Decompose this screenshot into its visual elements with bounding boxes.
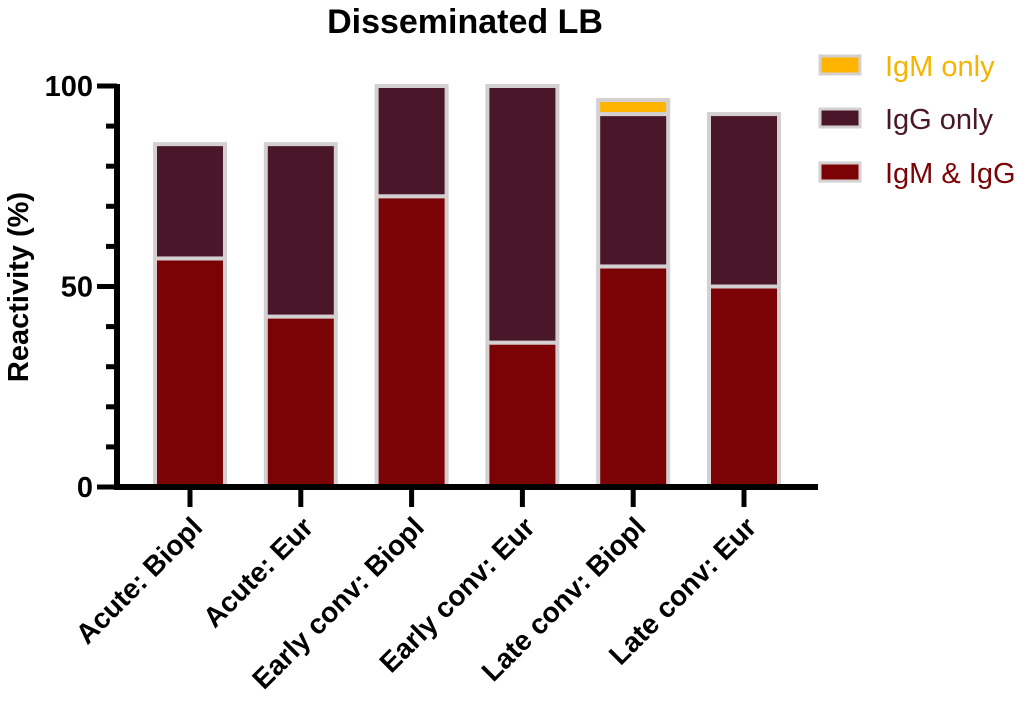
legend-label: IgM & IgG [885, 158, 1016, 190]
bar-segment [263, 142, 338, 319]
y-tick-label: 100 [45, 71, 93, 103]
legend-swatch [818, 161, 862, 183]
legend-swatch [818, 107, 862, 129]
bar-segment [374, 84, 449, 199]
bar-segment [374, 194, 449, 489]
legend-swatch [818, 54, 862, 76]
y-ticks-group: 0 50 100 [45, 71, 117, 504]
legend-label: IgG only [885, 104, 993, 136]
bar-segment [707, 112, 781, 289]
bar-segment [153, 142, 227, 261]
bar-segment [153, 256, 227, 489]
y-tick-label: 0 [77, 472, 93, 504]
bar-segment [707, 284, 781, 489]
bar-segment [596, 98, 671, 117]
bar-segment [263, 314, 338, 490]
x-category-label: Acute: Biopl [70, 511, 209, 650]
legend-label: IgM only [885, 51, 995, 83]
y-tick-label: 50 [61, 272, 93, 304]
x-category-label: Acute: Eur [197, 511, 319, 633]
bar-segment [596, 264, 671, 490]
y-axis-label: Reactivity (%) [3, 192, 35, 382]
bar-segment [485, 84, 560, 345]
bars-group [153, 84, 781, 490]
chart-title: Disseminated LB [327, 3, 603, 41]
bar-segment [596, 112, 671, 269]
legend: IgM only IgG only IgM & IgG [818, 51, 1016, 190]
bar-segment [485, 340, 560, 490]
